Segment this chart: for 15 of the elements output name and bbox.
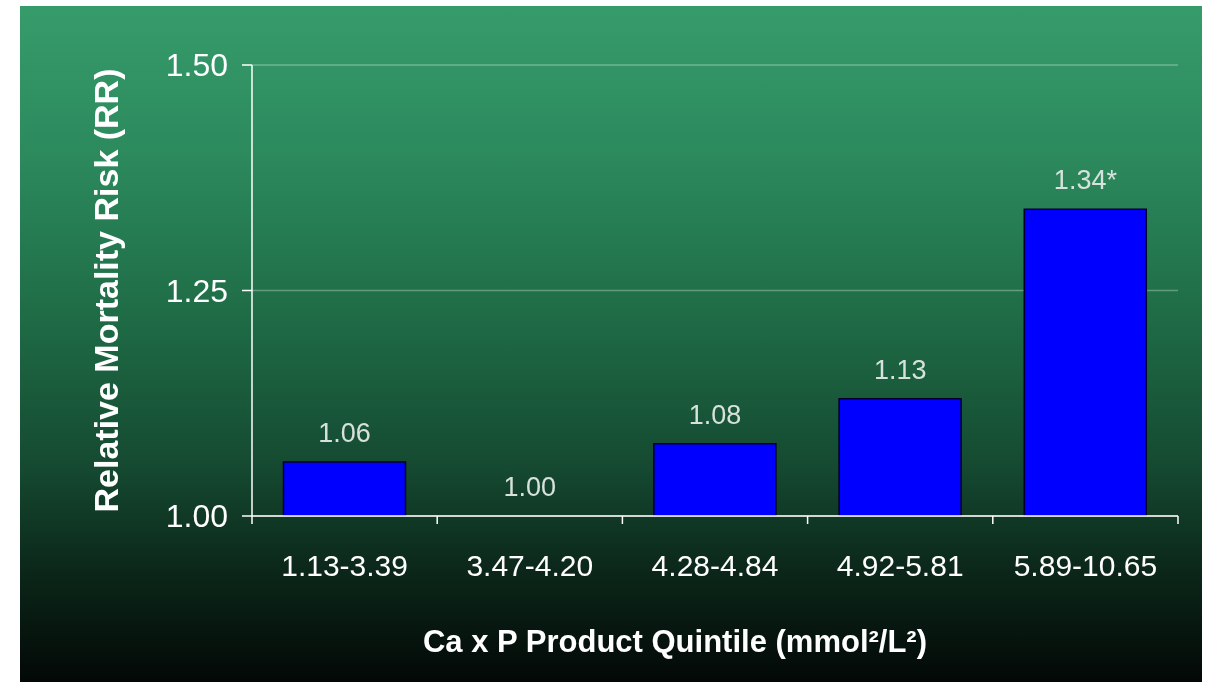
data-label: 1.06	[318, 417, 371, 448]
x-tick-label: 4.28-4.84	[651, 549, 779, 583]
x-axis-title: Ca x P Product Quintile (mmol²/L²)	[422, 623, 928, 659]
data-label: 1.08	[688, 399, 742, 430]
x-tick-label: 1.13-3.39	[281, 549, 408, 583]
x-tick-label: 5.89-10.65	[1013, 549, 1158, 583]
y-axis-title: Relative Mortality Risk (RR)	[87, 68, 126, 513]
data-label: 1.34*	[1053, 165, 1118, 196]
data-label: 1.00	[503, 472, 557, 502]
y-tick-label: 1.00	[165, 498, 228, 535]
y-tick-label: 1.50	[165, 47, 228, 84]
data-label: 1.13	[873, 354, 927, 385]
x-tick-label: 3.47-4.20	[466, 549, 594, 583]
y-tick-label: 1.25	[165, 272, 228, 309]
x-tick-label: 4.92-5.81	[836, 549, 964, 583]
